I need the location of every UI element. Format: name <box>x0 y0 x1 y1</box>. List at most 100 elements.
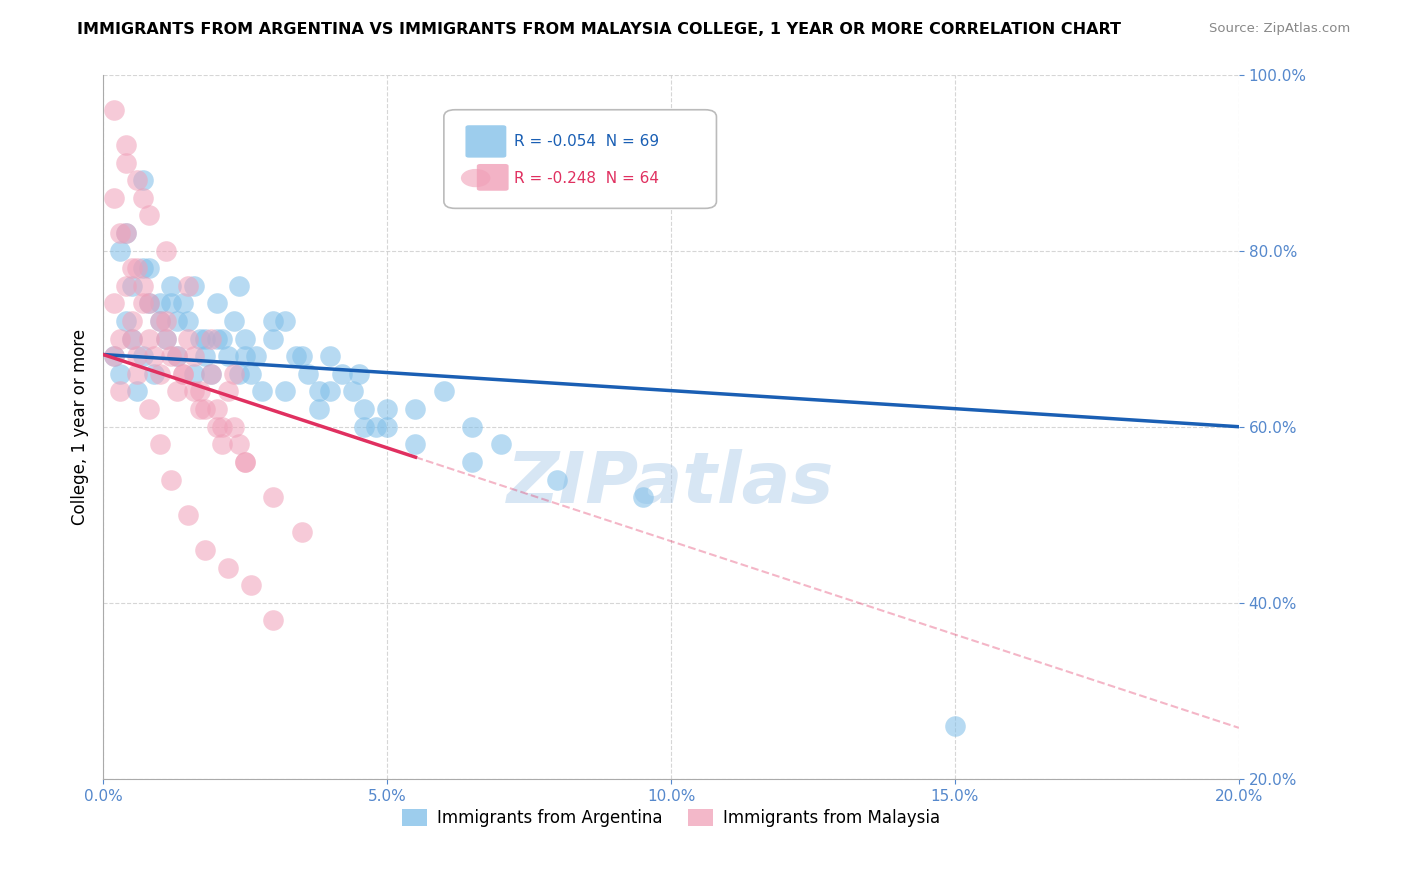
Point <box>138 332 160 346</box>
Point <box>375 402 398 417</box>
Point <box>239 367 262 381</box>
Point <box>211 332 233 346</box>
Point <box>155 332 177 346</box>
Point <box>103 296 125 310</box>
Point <box>108 226 131 240</box>
Point <box>319 384 342 399</box>
Point <box>631 490 654 504</box>
Point <box>330 367 353 381</box>
Point <box>239 578 262 592</box>
Point <box>364 419 387 434</box>
Point <box>132 173 155 187</box>
Point <box>404 437 426 451</box>
Point <box>461 455 484 469</box>
Point <box>149 437 172 451</box>
Point <box>143 349 166 363</box>
Point <box>194 349 217 363</box>
Point <box>200 332 222 346</box>
Point <box>127 261 149 276</box>
Point <box>127 173 149 187</box>
Point <box>263 490 285 504</box>
Point <box>194 543 217 558</box>
Point <box>308 402 330 417</box>
Point <box>291 349 314 363</box>
Point <box>274 384 297 399</box>
Point <box>138 402 160 417</box>
Point <box>138 296 160 310</box>
Point <box>103 349 125 363</box>
Point <box>121 314 143 328</box>
Point <box>155 332 177 346</box>
Text: Source: ZipAtlas.com: Source: ZipAtlas.com <box>1209 22 1350 36</box>
Point <box>149 296 172 310</box>
Point <box>177 332 200 346</box>
Point <box>285 349 308 363</box>
Point <box>200 367 222 381</box>
Point <box>160 473 183 487</box>
FancyBboxPatch shape <box>444 110 717 209</box>
Point <box>121 261 143 276</box>
Point <box>263 314 285 328</box>
Point <box>250 384 273 399</box>
Point <box>222 314 245 328</box>
Point <box>155 314 177 328</box>
Point <box>166 384 188 399</box>
Point <box>115 226 138 240</box>
Point <box>149 314 172 328</box>
Point <box>342 384 364 399</box>
Point <box>211 419 233 434</box>
Point <box>263 614 285 628</box>
Point <box>233 455 256 469</box>
Point <box>138 208 160 222</box>
Point <box>115 138 138 153</box>
Point <box>461 419 484 434</box>
Point <box>188 332 211 346</box>
Point <box>943 719 966 733</box>
Point <box>291 525 314 540</box>
Point <box>132 261 155 276</box>
Point <box>149 367 172 381</box>
Point <box>115 155 138 169</box>
Point <box>160 349 183 363</box>
Point <box>245 349 267 363</box>
Point <box>228 437 250 451</box>
Point <box>217 349 239 363</box>
Point <box>172 296 194 310</box>
Point <box>160 278 183 293</box>
Point <box>297 367 319 381</box>
Text: R = -0.248  N = 64: R = -0.248 N = 64 <box>515 170 659 186</box>
Point <box>127 349 149 363</box>
Point <box>115 314 138 328</box>
Point <box>121 278 143 293</box>
Point <box>183 367 205 381</box>
Point <box>103 103 125 117</box>
Point <box>194 402 217 417</box>
Point <box>121 332 143 346</box>
Point <box>172 367 194 381</box>
Point <box>177 278 200 293</box>
Text: IMMIGRANTS FROM ARGENTINA VS IMMIGRANTS FROM MALAYSIA COLLEGE, 1 YEAR OR MORE CO: IMMIGRANTS FROM ARGENTINA VS IMMIGRANTS … <box>77 22 1122 37</box>
Point <box>183 278 205 293</box>
Point <box>211 437 233 451</box>
Point <box>183 384 205 399</box>
Y-axis label: College, 1 year or more: College, 1 year or more <box>72 328 89 524</box>
Point <box>127 384 149 399</box>
Circle shape <box>461 169 491 187</box>
Point <box>200 367 222 381</box>
Point <box>138 261 160 276</box>
Point <box>217 384 239 399</box>
Point <box>172 367 194 381</box>
Point <box>155 244 177 258</box>
Point <box>160 296 183 310</box>
Point <box>233 455 256 469</box>
Point <box>319 349 342 363</box>
Text: R = -0.054  N = 69: R = -0.054 N = 69 <box>515 134 659 149</box>
Text: ZIPatlas: ZIPatlas <box>508 449 835 517</box>
Point <box>222 419 245 434</box>
FancyBboxPatch shape <box>477 164 509 191</box>
Point <box>353 419 375 434</box>
Point <box>308 384 330 399</box>
Point <box>353 402 375 417</box>
Point <box>166 349 188 363</box>
Point <box>132 278 155 293</box>
